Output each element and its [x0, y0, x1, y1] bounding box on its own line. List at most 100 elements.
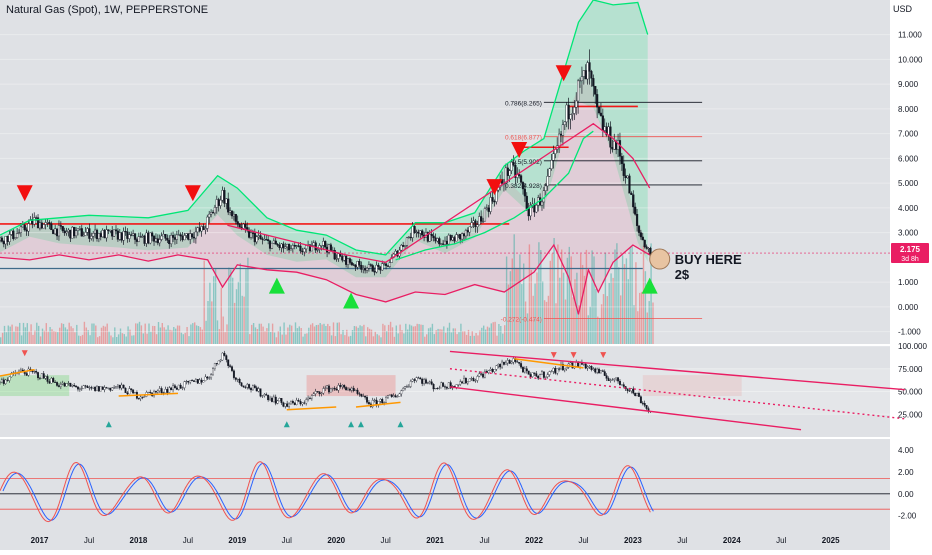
- candle-body: [573, 107, 576, 114]
- volume-bar: [437, 328, 439, 344]
- candle-body: [215, 199, 218, 208]
- sell-arrow: [16, 185, 33, 202]
- currency-label: USD: [892, 4, 912, 14]
- volume-bar: [351, 330, 354, 344]
- volume-bar: [418, 324, 420, 344]
- volume-bar: [7, 325, 9, 344]
- volume-bar: [534, 283, 536, 344]
- volume-bar: [81, 334, 84, 344]
- time-axis-label: 2023: [624, 536, 642, 545]
- osc1-candle-body: [61, 382, 64, 385]
- candle-body: [356, 261, 359, 268]
- osc1-candle-body: [607, 378, 610, 381]
- time-axis-label: Jul: [677, 536, 687, 545]
- osc1-candle-body: [516, 361, 519, 363]
- volume-bar: [222, 316, 224, 344]
- osc1-candle-body: [415, 377, 418, 381]
- osc1-candle-body: [518, 362, 521, 364]
- volume-bar: [287, 327, 289, 344]
- candle-body: [82, 235, 85, 237]
- osc1-candle-body: [73, 385, 76, 387]
- volume-bar: [110, 335, 112, 344]
- volume-bar: [230, 269, 232, 344]
- volume-bar: [342, 330, 344, 344]
- osc1-candle-body: [225, 355, 228, 360]
- candle-body: [320, 245, 323, 247]
- time-axis-label: 2017: [31, 536, 49, 545]
- volume-bar: [249, 334, 251, 344]
- volume-bar: [258, 323, 260, 344]
- volume-bar: [521, 284, 523, 344]
- volume-bar: [330, 335, 333, 344]
- candle-body: [46, 222, 49, 224]
- candle-body: [80, 228, 83, 237]
- volume-bar: [182, 334, 184, 344]
- candle-body: [192, 236, 196, 239]
- osc1-candle-body: [491, 368, 494, 372]
- osc1-candle-body: [303, 402, 306, 404]
- candle-body: [255, 236, 258, 243]
- osc1-candle-body: [406, 386, 408, 388]
- volume-bar: [203, 260, 205, 344]
- candle-body: [295, 245, 298, 247]
- osc1-candle-body: [438, 387, 441, 389]
- candle-body: [594, 86, 597, 95]
- candle-body: [2, 241, 5, 245]
- osc2-signal-line: [2, 462, 654, 521]
- osc1-candle-body: [459, 381, 462, 385]
- osc1-candle-body: [265, 394, 268, 396]
- osc1-candle-body: [529, 374, 532, 377]
- candle-body: [578, 80, 582, 82]
- osc1-candle-body: [596, 368, 599, 373]
- candle-body: [632, 194, 635, 208]
- candle-body: [181, 235, 184, 241]
- candle-body: [265, 239, 268, 241]
- volume-bar: [359, 325, 361, 344]
- osc1-candle-body: [35, 371, 38, 373]
- osc1-candle-body: [432, 384, 435, 390]
- osc1-candle-body: [236, 378, 239, 380]
- candle-body: [206, 216, 209, 229]
- osc1-candle-body: [548, 371, 551, 375]
- candle-body: [483, 208, 487, 222]
- candle-body: [16, 233, 19, 238]
- osc1-candle-body: [622, 384, 625, 387]
- osc1-candle-body: [546, 374, 549, 378]
- osc1-candle-body: [510, 361, 513, 364]
- volume-bar: [55, 331, 57, 344]
- volume-bar: [216, 320, 219, 344]
- volume-bar: [644, 271, 647, 344]
- candle-body: [179, 234, 182, 237]
- volume-bar: [315, 325, 318, 344]
- osc1-candle-body: [97, 386, 100, 392]
- candle-body: [506, 167, 509, 176]
- candle-body: [324, 241, 327, 248]
- candle-body: [126, 231, 129, 239]
- volume-bar: [108, 331, 110, 344]
- sell-arrow: [486, 179, 503, 196]
- osc1-channel-line: [449, 350, 905, 391]
- candle-body: [249, 232, 253, 238]
- osc1-candle-body: [101, 386, 104, 390]
- volume-bar: [627, 279, 629, 344]
- candle-body: [132, 233, 135, 236]
- osc1-candle-body: [641, 402, 644, 404]
- candle-body: [436, 238, 439, 242]
- osc1-candle-body: [476, 376, 479, 381]
- candle-body: [603, 126, 606, 131]
- osc1-candle-body: [628, 390, 631, 392]
- candle-body: [550, 160, 553, 169]
- volume-bar: [311, 323, 314, 344]
- candle-body: [384, 263, 388, 266]
- volume-bar: [572, 297, 574, 344]
- candle-body: [630, 192, 633, 195]
- volume-bar: [194, 322, 196, 344]
- volume-bar: [346, 329, 348, 344]
- candle-body: [297, 245, 300, 247]
- candle-body: [42, 224, 45, 229]
- osc1-candle-body: [126, 392, 129, 395]
- chart-title: Natural Gas (Spot), 1W, PEPPERSTONE: [6, 4, 209, 16]
- candle-body: [489, 197, 492, 212]
- osc2-axis-label: 2.00: [898, 468, 914, 477]
